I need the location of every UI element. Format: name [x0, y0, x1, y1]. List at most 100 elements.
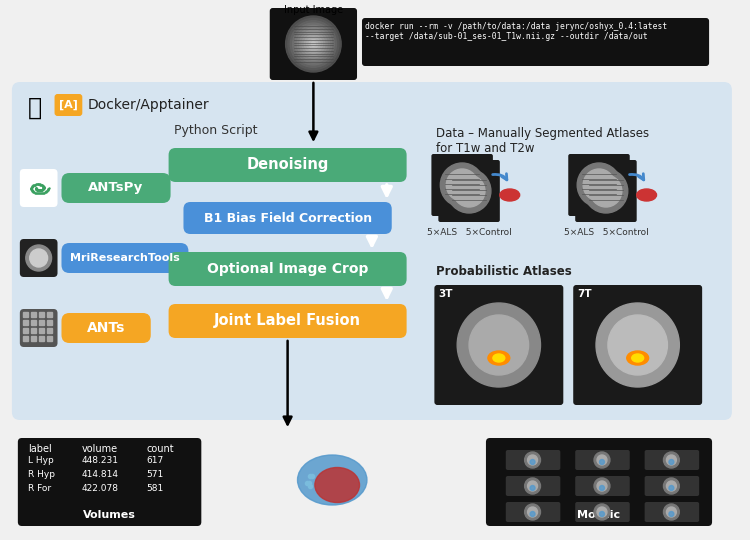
FancyBboxPatch shape [62, 243, 188, 273]
Text: Joint Label Fusion: Joint Label Fusion [214, 314, 361, 328]
Bar [39, 328, 44, 333]
Text: 7T: 7T [578, 289, 592, 299]
Text: Input Image: Input Image [284, 5, 343, 15]
Bar [31, 312, 36, 317]
Circle shape [297, 28, 329, 60]
Circle shape [447, 169, 491, 213]
Circle shape [590, 175, 622, 207]
Circle shape [594, 478, 610, 494]
Bar [39, 312, 44, 317]
FancyBboxPatch shape [270, 8, 357, 80]
Circle shape [530, 511, 535, 516]
Circle shape [578, 163, 621, 207]
Bar [22, 312, 28, 317]
FancyBboxPatch shape [169, 252, 407, 286]
FancyBboxPatch shape [62, 313, 151, 343]
Circle shape [300, 30, 327, 58]
Bar [46, 328, 52, 333]
FancyBboxPatch shape [575, 502, 630, 522]
Ellipse shape [500, 189, 520, 201]
FancyBboxPatch shape [434, 285, 563, 405]
FancyBboxPatch shape [645, 450, 699, 470]
Circle shape [453, 175, 485, 207]
Circle shape [458, 303, 541, 387]
Text: Probabilistic Atlases: Probabilistic Atlases [436, 265, 572, 278]
FancyBboxPatch shape [506, 476, 560, 496]
Circle shape [525, 452, 541, 468]
Ellipse shape [627, 351, 649, 365]
FancyBboxPatch shape [486, 438, 712, 526]
Circle shape [597, 481, 607, 491]
Circle shape [669, 485, 674, 490]
Circle shape [307, 37, 320, 51]
Text: Data – Manually Segmented Atlases
for T1w and T2w: Data – Manually Segmented Atlases for T1… [436, 127, 650, 155]
FancyBboxPatch shape [362, 18, 709, 66]
Circle shape [599, 485, 604, 490]
Circle shape [664, 478, 680, 494]
Text: 3T: 3T [438, 289, 453, 299]
Text: Docker/Apptainer: Docker/Apptainer [87, 98, 209, 112]
Text: volume: volume [81, 444, 118, 454]
Ellipse shape [632, 354, 644, 362]
Text: ANTsPy: ANTsPy [88, 181, 144, 194]
Circle shape [597, 455, 607, 465]
FancyBboxPatch shape [438, 160, 500, 222]
Text: R Hyp: R Hyp [28, 470, 55, 479]
Bar [22, 336, 28, 341]
Bar [31, 336, 36, 341]
Bar [46, 312, 52, 317]
Circle shape [290, 21, 337, 68]
Circle shape [311, 42, 315, 46]
Circle shape [599, 460, 604, 464]
Text: 448.231: 448.231 [81, 456, 118, 465]
Circle shape [530, 460, 535, 464]
Circle shape [608, 315, 668, 375]
FancyBboxPatch shape [575, 160, 637, 222]
FancyBboxPatch shape [55, 94, 82, 116]
FancyBboxPatch shape [575, 476, 630, 496]
Bar [22, 320, 28, 325]
Ellipse shape [315, 468, 359, 503]
Text: docker run --rm -v /path/to/data:/data jerync/oshyx_0.4:latest
--target /data/su: docker run --rm -v /path/to/data:/data j… [365, 22, 668, 42]
Bar [39, 336, 44, 341]
Bar [31, 320, 36, 325]
Bar [39, 320, 44, 325]
FancyBboxPatch shape [18, 438, 201, 526]
Circle shape [469, 315, 529, 375]
Circle shape [667, 455, 676, 465]
Circle shape [667, 507, 676, 517]
Circle shape [664, 504, 680, 520]
Bar [31, 328, 36, 333]
Bar [22, 328, 28, 333]
Circle shape [295, 25, 332, 63]
Text: ANTs: ANTs [87, 321, 125, 335]
Text: 414.814: 414.814 [81, 470, 118, 479]
Circle shape [597, 507, 607, 517]
Circle shape [302, 32, 325, 56]
Circle shape [527, 507, 538, 517]
Circle shape [26, 245, 52, 271]
FancyBboxPatch shape [169, 304, 407, 338]
Text: Mosaic: Mosaic [578, 510, 620, 520]
Circle shape [304, 35, 322, 53]
Text: 571: 571 [147, 470, 164, 479]
Text: Python Script: Python Script [173, 124, 257, 137]
FancyBboxPatch shape [645, 476, 699, 496]
Circle shape [530, 485, 535, 490]
FancyBboxPatch shape [20, 169, 58, 207]
FancyBboxPatch shape [506, 450, 560, 470]
FancyBboxPatch shape [184, 202, 392, 234]
FancyBboxPatch shape [20, 239, 58, 277]
Circle shape [527, 481, 538, 491]
FancyBboxPatch shape [575, 450, 630, 470]
Circle shape [292, 23, 334, 65]
Ellipse shape [298, 455, 367, 505]
FancyBboxPatch shape [573, 285, 702, 405]
Circle shape [599, 511, 604, 516]
Text: count: count [147, 444, 175, 454]
Text: 5×ALS   5×Control: 5×ALS 5×Control [563, 228, 648, 237]
FancyBboxPatch shape [645, 502, 699, 522]
Circle shape [446, 169, 478, 201]
FancyBboxPatch shape [12, 82, 732, 420]
Text: R For: R For [28, 484, 51, 493]
